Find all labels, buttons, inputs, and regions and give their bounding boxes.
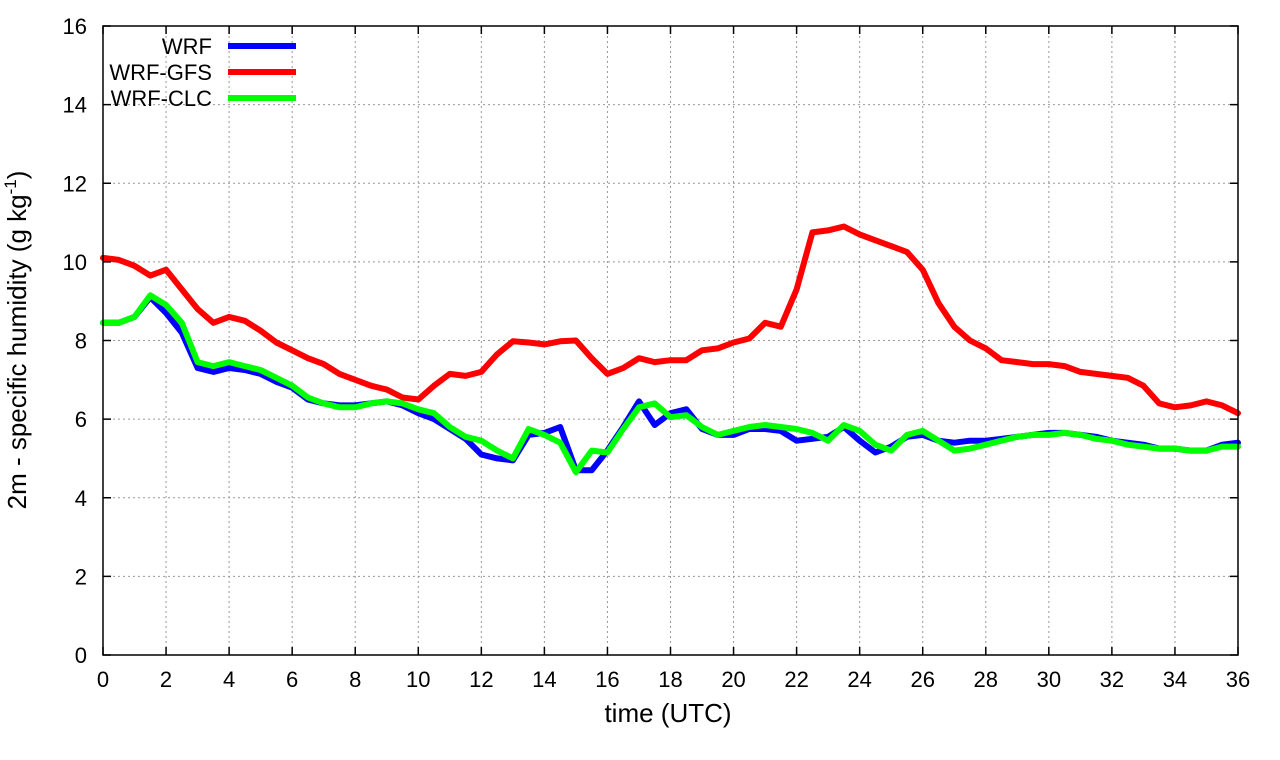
x-tick-label: 30 <box>1037 667 1061 692</box>
x-tick-label: 34 <box>1163 667 1187 692</box>
x-tick-label: 32 <box>1100 667 1124 692</box>
x-tick-label: 14 <box>532 667 556 692</box>
x-tick-label: 24 <box>847 667 871 692</box>
x-tick-label: 8 <box>349 667 361 692</box>
x-axis-title: time (UTC) <box>604 698 731 728</box>
series-lines <box>100 223 1241 476</box>
y-axis-title: 2m - specific humidity (g kg-1) <box>1 171 32 510</box>
x-tick-label: 36 <box>1226 667 1250 692</box>
y-tick-label: 4 <box>75 486 87 511</box>
y-tick-label: 10 <box>63 250 87 275</box>
series-line-wrf <box>100 294 1241 474</box>
y-tick-label: 12 <box>63 171 87 196</box>
x-tick-label: 2 <box>160 667 172 692</box>
x-tick-label: 6 <box>286 667 298 692</box>
x-tick-label: 20 <box>721 667 745 692</box>
x-tick-label: 4 <box>223 667 235 692</box>
x-axis-ticks: 0 2 4 6 8 10 12 14 16 18 20 22 24 26 28 30 32 34 36 <box>97 26 1250 692</box>
y-tick-label: 14 <box>63 93 87 118</box>
y-axis-title-close: ) <box>2 171 32 180</box>
x-tick-label: 26 <box>910 667 934 692</box>
y-tick-label: 0 <box>75 643 87 668</box>
legend-label: WRF <box>162 34 212 59</box>
y-tick-label: 2 <box>75 564 87 589</box>
y-axis-title-superscript: -1 <box>1 179 20 194</box>
x-tick-label: 28 <box>974 667 998 692</box>
x-tick-label: 22 <box>784 667 808 692</box>
x-tick-label: 0 <box>97 667 109 692</box>
x-tick-label: 12 <box>469 667 493 692</box>
x-tick-label: 10 <box>406 667 430 692</box>
grid <box>103 26 1238 655</box>
x-tick-label: 16 <box>595 667 619 692</box>
series-line-wrf-gfs <box>100 223 1241 417</box>
legend-label: WRF-GFS <box>109 60 212 85</box>
y-tick-label: 8 <box>75 329 87 354</box>
series-line-wrf-clc <box>100 292 1241 476</box>
y-axis-title-main: 2m - specific humidity (g kg <box>2 194 32 509</box>
x-tick-label: 18 <box>658 667 682 692</box>
legend-label: WRF-CLC <box>111 86 213 111</box>
y-tick-label: 16 <box>63 14 87 39</box>
y-tick-label: 6 <box>75 407 87 432</box>
y-axis-ticks: 0 2 4 6 8 10 12 14 16 <box>63 14 1238 668</box>
